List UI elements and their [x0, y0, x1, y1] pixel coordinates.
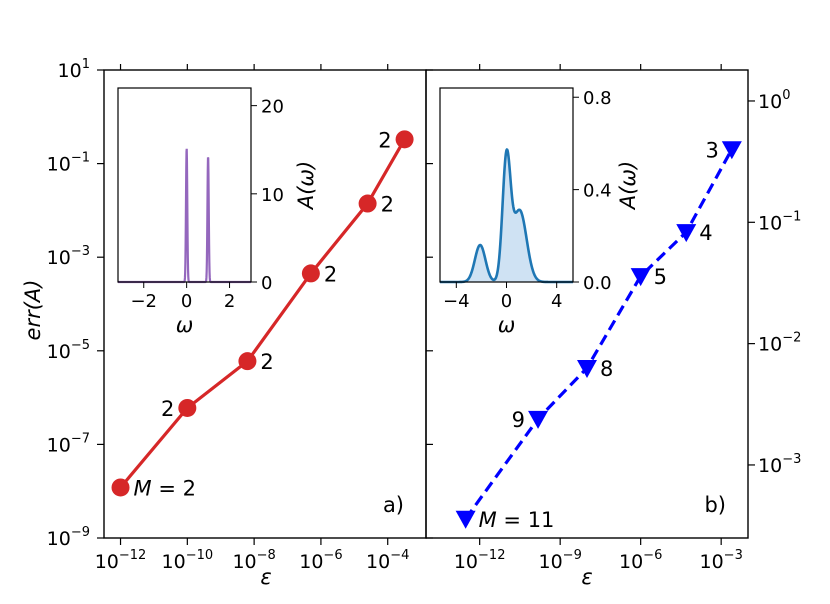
y-tick-label: 100	[758, 88, 790, 113]
y-tick-label: 101	[58, 57, 90, 82]
data-point	[238, 352, 257, 371]
y-tick-label: 10−1	[47, 151, 90, 176]
point-label: 2	[324, 262, 337, 286]
y-tick-label: 10−2	[758, 331, 801, 356]
point-label: 4	[699, 221, 712, 245]
inset-y-axis-label: A(ω)	[294, 161, 318, 211]
y-tick-label: 10−3	[758, 452, 801, 477]
x-tick-label: 10−9	[538, 548, 581, 573]
y-axis-label: err(A)	[21, 280, 45, 341]
point-label: 2	[378, 128, 391, 152]
inset-y-tick-label: 0.4	[583, 181, 612, 202]
inset-y-tick-label: 0	[261, 273, 272, 294]
inset-x-tick-label: −4	[443, 291, 470, 312]
x-tick-label: 10−12	[454, 548, 506, 573]
panel-a: 10−12 10−10 10−8 10−6 10−410−910−710−510−310…	[47, 57, 433, 573]
inset-x-tick-label: 0	[181, 291, 192, 312]
point-label: M = 2	[134, 476, 196, 500]
data-point	[111, 478, 130, 497]
data-point	[577, 359, 597, 378]
panel-b-inset: −4 0 4 0.0 0.4 0.8 ω A(ω)	[439, 87, 640, 337]
inset-y-tick-label: 0.8	[583, 88, 612, 109]
inset-x-axis-label: ω	[498, 313, 516, 337]
y-tick-label: 10−7	[47, 431, 90, 456]
point-label: 9	[512, 408, 525, 432]
inset-fill	[440, 149, 573, 282]
inset-y-tick-label: 10	[261, 185, 284, 206]
data-point	[630, 268, 651, 287]
inset-curve	[118, 148, 251, 284]
x-tick-label: 10−4	[366, 548, 409, 573]
data-point	[528, 410, 549, 429]
panel-label: a)	[383, 493, 404, 517]
data-point	[358, 194, 377, 213]
y-tick-label: 10−1	[758, 209, 801, 234]
panel-b-frame	[425, 69, 749, 539]
x-tick-label: 10−6	[619, 548, 662, 573]
point-label: M = 11	[479, 508, 555, 532]
panel-b: 10−12 10−9 10−6 10−3 10−3 10−2 10−1 100 M = 11 9 8…	[425, 64, 801, 573]
point-label: 2	[260, 350, 273, 374]
inset-x-tick-label: 2	[224, 291, 235, 312]
y-tick-label: 10−5	[47, 338, 90, 363]
inset-y-tick-label: 0.0	[583, 273, 612, 294]
inset-x-axis-label: ω	[176, 313, 194, 337]
inset-x-tick-label: −2	[130, 291, 157, 312]
x-tick-label: 10−10	[162, 548, 214, 573]
data-point	[721, 141, 742, 160]
inset-x-tick-label: 0	[501, 291, 512, 312]
data-point	[676, 224, 697, 243]
point-label: 2	[161, 397, 174, 421]
y-tick-label: 10−3	[47, 244, 90, 269]
inset-frame	[117, 87, 252, 283]
data-point	[301, 264, 320, 283]
data-point	[395, 130, 414, 149]
x-tick-label: 10−8	[232, 548, 275, 573]
point-label: 3	[705, 138, 718, 162]
series-line	[464, 148, 734, 520]
data-point	[455, 510, 476, 529]
panel-b-x-axis-label: ε	[581, 565, 592, 589]
point-label: 5	[654, 265, 667, 289]
x-tick-label: 10−6	[299, 548, 342, 573]
panel-a-x-axis-label: ε	[260, 565, 271, 589]
series-line	[119, 138, 406, 489]
panel-label: b)	[704, 493, 726, 517]
y-tick-label: 10−9	[47, 525, 90, 550]
x-tick-label: 10−3	[699, 548, 742, 573]
x-tick-label: 10−12	[95, 548, 147, 573]
inset-y-tick-label: 20	[261, 97, 284, 118]
inset-x-tick-label: 4	[551, 291, 562, 312]
inset-y-axis-label: A(ω)	[616, 161, 640, 211]
data-point	[178, 398, 197, 417]
point-label: 8	[600, 357, 613, 381]
point-label: 2	[381, 193, 394, 217]
